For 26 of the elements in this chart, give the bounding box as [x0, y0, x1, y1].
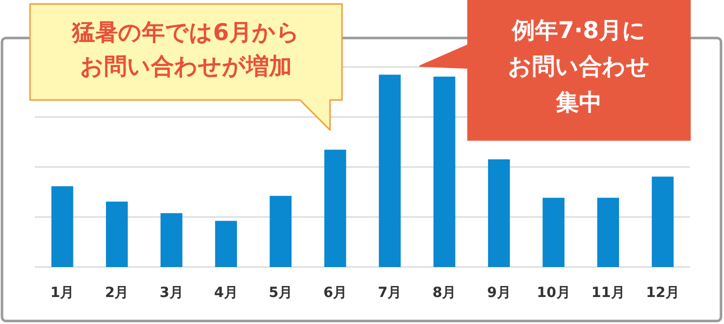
- bar: [106, 202, 128, 267]
- bar: [378, 74, 401, 267]
- bar: [51, 186, 74, 267]
- x-tick-label: 6月: [323, 285, 348, 301]
- x-tick-label: 8月: [432, 285, 456, 301]
- x-tick-label: 3月: [160, 285, 184, 301]
- x-tick-label: 5月: [268, 285, 292, 301]
- annotation: 例年7·8月にお問い合わせ集中: [508, 18, 650, 116]
- bar: [270, 196, 292, 267]
- x-tick-label: 10月: [536, 285, 570, 301]
- x-tick-label: 12月: [646, 285, 680, 301]
- bar: [488, 159, 510, 267]
- bar: [215, 220, 237, 267]
- annotation: 猛暑の年では6月からお問い合わせが増加: [70, 20, 300, 80]
- bar: [652, 176, 674, 267]
- bar: [324, 150, 346, 267]
- x-tick-label: 9月: [487, 285, 511, 301]
- x-tick-label: 4月: [214, 285, 238, 301]
- bar: [542, 198, 564, 267]
- x-tick-label: 7月: [378, 285, 402, 301]
- bar: [160, 213, 182, 267]
- x-tick-label: 11月: [591, 285, 625, 301]
- bar: [433, 76, 456, 267]
- bar: [597, 198, 620, 267]
- x-tick-label: 2月: [105, 285, 129, 301]
- x-tick-label: 1月: [50, 285, 74, 301]
